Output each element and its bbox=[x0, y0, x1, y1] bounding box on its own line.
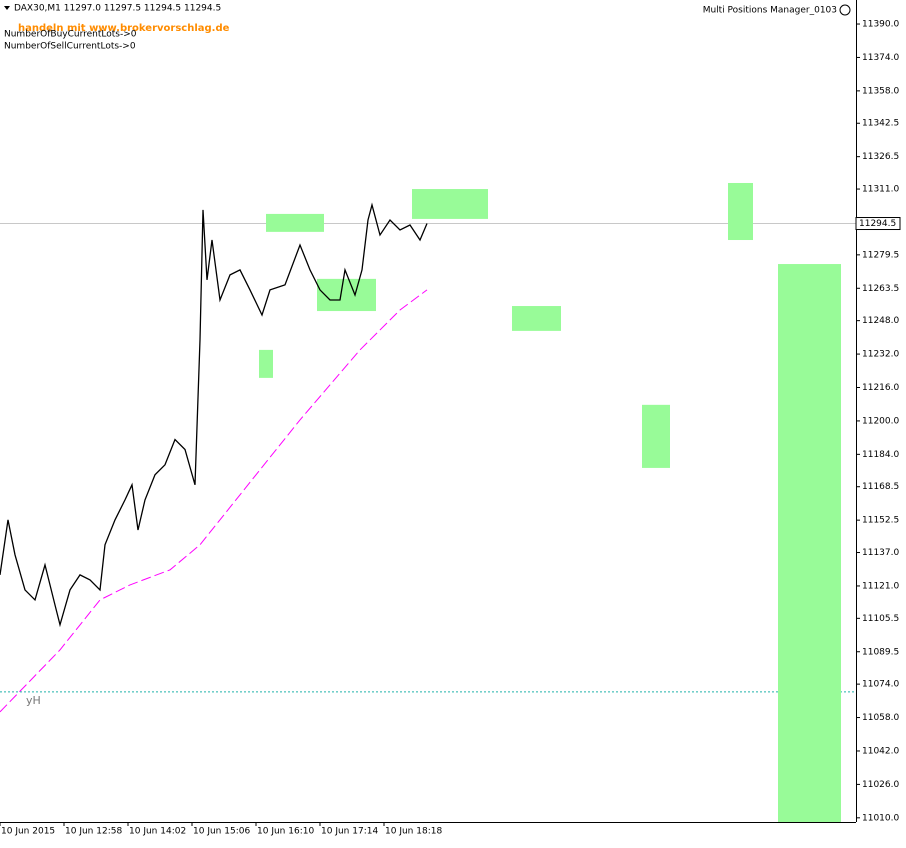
moving-average bbox=[0, 289, 428, 713]
x-tick-label: 10 Jun 15:06 bbox=[193, 827, 250, 837]
y-tick-label: 11152.5 bbox=[862, 516, 899, 526]
x-tick-label: 10 Jun 18:18 bbox=[385, 827, 442, 837]
y-tick-label: 11137.0 bbox=[862, 548, 899, 558]
level-label: yH bbox=[26, 694, 41, 707]
y-tick-label: 11248.0 bbox=[862, 316, 899, 326]
y-tick-label: 11121.0 bbox=[862, 581, 899, 591]
y-tick-label: 11074.0 bbox=[862, 680, 899, 690]
y-tick-label: 11042.0 bbox=[862, 746, 899, 756]
price-line bbox=[0, 202, 428, 628]
x-tick-label: 10 Jun 17:14 bbox=[321, 827, 378, 837]
zone-rect bbox=[412, 189, 488, 219]
zone-rect bbox=[259, 349, 273, 378]
y-tick-label: 11342.5 bbox=[862, 119, 899, 129]
indicator-name: Multi Positions Manager_0103 bbox=[703, 6, 837, 16]
y-tick-label: 11105.5 bbox=[862, 614, 899, 624]
y-tick-label: 11311.0 bbox=[862, 185, 899, 195]
price-tag-label: 11294.5 bbox=[859, 219, 896, 229]
y-tick-label: 11026.0 bbox=[862, 780, 899, 790]
y-tick-label: 11058.0 bbox=[862, 713, 899, 723]
buy-lots: NumberOfBuyCurrentLots->0 bbox=[4, 30, 137, 40]
zone-rect bbox=[642, 404, 670, 468]
x-tick-label: 10 Jun 16:10 bbox=[257, 827, 314, 837]
y-tick-label: 11168.5 bbox=[862, 482, 899, 492]
y-tick-label: 11374.0 bbox=[862, 53, 899, 63]
plot: yH bbox=[0, 182, 856, 822]
y-tick-label: 11326.5 bbox=[862, 152, 899, 162]
y-tick-label: 11263.5 bbox=[862, 284, 899, 294]
y-tick-label: 11010.0 bbox=[862, 813, 899, 823]
y-tick-label: 11089.5 bbox=[862, 647, 899, 657]
y-tick-label: 11279.5 bbox=[862, 250, 899, 260]
zone-rect bbox=[512, 306, 561, 331]
zone-rect bbox=[317, 278, 376, 312]
zone-rect bbox=[728, 182, 753, 241]
y-tick-label: 11184.0 bbox=[862, 450, 899, 460]
symbol-header: DAX30,M1 11297.0 11297.5 11294.5 11294.5 bbox=[14, 4, 221, 14]
y-tick-label: 11232.0 bbox=[862, 350, 899, 360]
price-tag bbox=[855, 217, 901, 231]
zone-rect bbox=[266, 213, 324, 232]
watermark: handeln mit www.brokervorschlag.de bbox=[18, 23, 230, 34]
x-tick-label: 10 Jun 14:02 bbox=[129, 827, 186, 837]
y-tick-label: 11390.0 bbox=[862, 20, 899, 30]
zone-rect bbox=[778, 264, 841, 822]
y-tick-label: 11216.0 bbox=[862, 383, 899, 393]
sell-lots: NumberOfSellCurrentLots->0 bbox=[4, 42, 136, 52]
smiley-icon[interactable] bbox=[839, 4, 851, 16]
y-tick-label: 11200.0 bbox=[862, 416, 899, 426]
y-tick-label: 11358.0 bbox=[862, 86, 899, 96]
x-tick-label: 10 Jun 12:58 bbox=[65, 827, 122, 837]
x-tick-label: 10 Jun 2015 bbox=[1, 827, 55, 837]
menu-arrow[interactable] bbox=[4, 6, 10, 10]
